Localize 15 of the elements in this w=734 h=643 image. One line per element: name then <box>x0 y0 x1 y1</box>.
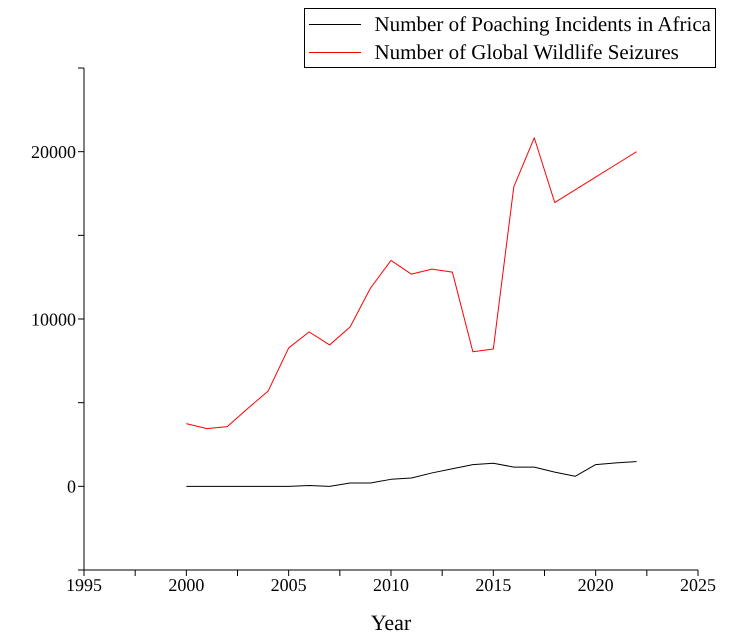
x-tick-label: 2020 <box>578 574 614 595</box>
x-tick-label: 1995 <box>66 574 102 595</box>
x-tick-label: 2015 <box>475 574 512 595</box>
x-tick-label: 2005 <box>270 574 307 595</box>
line-series <box>186 461 638 487</box>
y-tick-label: 0 <box>67 476 76 497</box>
legend-label: Number of Global Wildlife Seizures <box>374 39 679 66</box>
y-tick-label: 20000 <box>31 142 76 162</box>
x-tick-label: 2000 <box>168 574 204 595</box>
legend-label: Number of Poaching Incidents in Africa <box>374 11 711 38</box>
x-tick-label: 2025 <box>680 574 716 595</box>
x-tick-label: 2010 <box>373 574 409 595</box>
y-tick-label: 10000 <box>31 309 76 330</box>
line-series <box>186 137 638 430</box>
x-axis-title: Year <box>370 610 412 635</box>
